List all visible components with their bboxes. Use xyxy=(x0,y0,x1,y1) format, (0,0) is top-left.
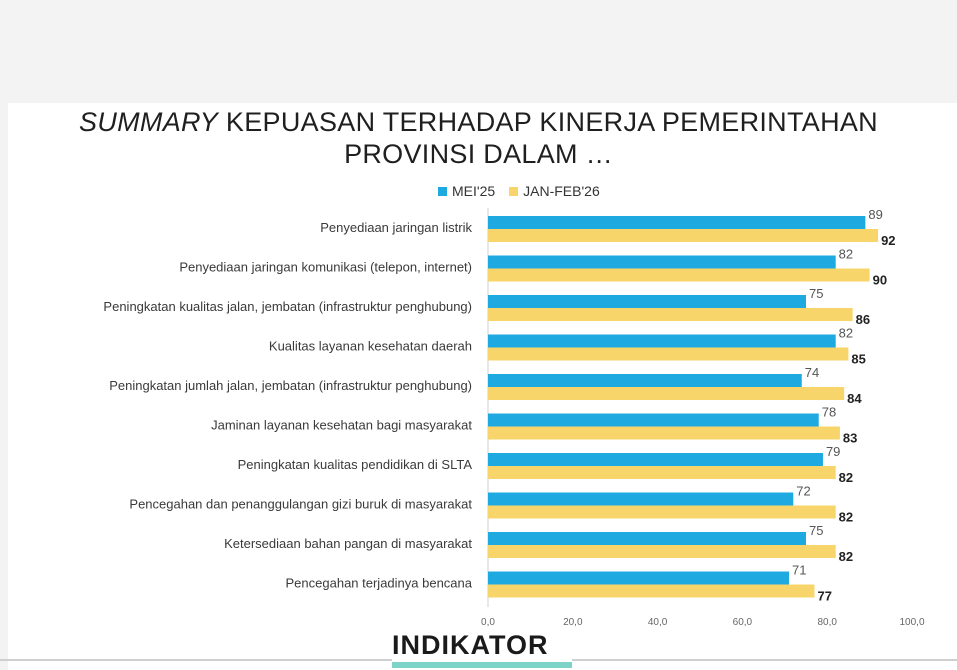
bar-mei25 xyxy=(488,413,819,427)
title-line1: KEPUASAN TERHADAP KINERJA PEMERINTAHAN xyxy=(218,107,878,137)
data-label-mei25: 72 xyxy=(796,484,810,499)
data-label-jan26: 85 xyxy=(851,352,865,367)
data-label-mei25: 74 xyxy=(805,365,819,380)
data-label-jan26: 86 xyxy=(856,312,870,327)
bar-jan26 xyxy=(488,308,853,321)
bar-mei25 xyxy=(488,453,823,466)
title-line2: PROVINSI DALAM … xyxy=(344,139,613,169)
bar-mei25 xyxy=(488,532,806,545)
indikator-logo: INDIKATOR xyxy=(392,630,549,660)
bar-jan26 xyxy=(488,347,849,361)
x-tick-label: 60,0 xyxy=(733,617,753,628)
data-label-mei25: 89 xyxy=(868,207,882,222)
data-label-jan26: 83 xyxy=(843,431,857,446)
data-label-mei25: 78 xyxy=(822,405,836,420)
legend: MEI'25 JAN-FEB'26 xyxy=(438,183,614,199)
bar-jan26 xyxy=(488,466,836,479)
data-label-mei25: 75 xyxy=(809,286,823,301)
bar-mei25 xyxy=(488,255,836,269)
category-label: Peningkatan jumlah jalan, jembatan (infr… xyxy=(109,378,472,393)
category-label: Pencegahan dan penanggulangan gizi buruk… xyxy=(129,497,472,512)
data-label-jan26: 77 xyxy=(817,589,831,604)
legend-item-mei25: MEI'25 xyxy=(438,183,495,199)
data-label-mei25: 75 xyxy=(809,523,823,538)
data-label-mei25: 71 xyxy=(792,563,806,578)
bar-jan26 xyxy=(488,584,815,598)
bar-mei25 xyxy=(488,374,802,387)
bar-jan26 xyxy=(488,505,836,519)
data-label-mei25: 82 xyxy=(839,326,853,341)
footer-divider-right xyxy=(572,659,957,661)
data-label-jan26: 82 xyxy=(839,470,853,485)
category-label: Ketersediaan bahan pangan di masyarakat xyxy=(224,536,472,551)
data-label-jan26: 82 xyxy=(839,549,853,564)
bar-jan26 xyxy=(488,545,836,558)
legend-label-mei25: MEI'25 xyxy=(452,183,496,199)
data-label-jan26: 84 xyxy=(847,391,862,406)
x-tick-label: 100,0 xyxy=(899,617,924,628)
x-tick-label: 80,0 xyxy=(817,617,837,628)
logo-underline xyxy=(392,662,572,668)
bar-mei25 xyxy=(488,492,794,506)
footer-divider-left xyxy=(0,659,392,661)
bar-jan26 xyxy=(488,426,840,440)
bar-jan26 xyxy=(488,387,845,400)
data-label-jan26: 82 xyxy=(839,510,853,525)
title-emphasis: SUMMARY xyxy=(79,107,219,137)
x-tick-label: 20,0 xyxy=(563,617,583,628)
bar-mei25 xyxy=(488,334,836,348)
category-label: Jaminan layanan kesehatan bagi masyaraka… xyxy=(211,418,472,433)
bar-jan26 xyxy=(488,268,870,282)
bar-mei25 xyxy=(488,216,866,229)
category-label: Penyediaan jaringan listrik xyxy=(320,220,472,235)
legend-swatch-jan26 xyxy=(509,186,519,196)
category-label: Penyediaan jaringan komunikasi (telepon,… xyxy=(179,260,472,275)
legend-label-jan26: JAN-FEB'26 xyxy=(523,183,600,199)
bar-mei25 xyxy=(488,295,806,308)
category-label: Peningkatan kualitas jalan, jembatan (in… xyxy=(103,299,472,314)
x-tick-label: 0,0 xyxy=(481,617,495,628)
bar-jan26 xyxy=(488,229,879,242)
data-label-mei25: 79 xyxy=(826,444,840,459)
data-label-jan26: 92 xyxy=(881,233,895,248)
legend-swatch-mei25 xyxy=(438,186,447,196)
category-label: Peningkatan kualitas pendidikan di SLTA xyxy=(238,457,473,472)
legend-item-jan26: JAN-FEB'26 xyxy=(509,183,600,199)
category-label: Kualitas layanan kesehatan daerah xyxy=(269,339,472,354)
category-label: Pencegahan terjadinya bencana xyxy=(286,576,473,591)
data-label-mei25: 82 xyxy=(839,247,853,262)
chart-title: SUMMARY KEPUASAN TERHADAP KINERJA PEMERI… xyxy=(0,106,957,170)
bar-mei25 xyxy=(488,571,790,585)
data-label-jan26: 90 xyxy=(873,273,887,288)
x-tick-label: 40,0 xyxy=(648,617,668,628)
